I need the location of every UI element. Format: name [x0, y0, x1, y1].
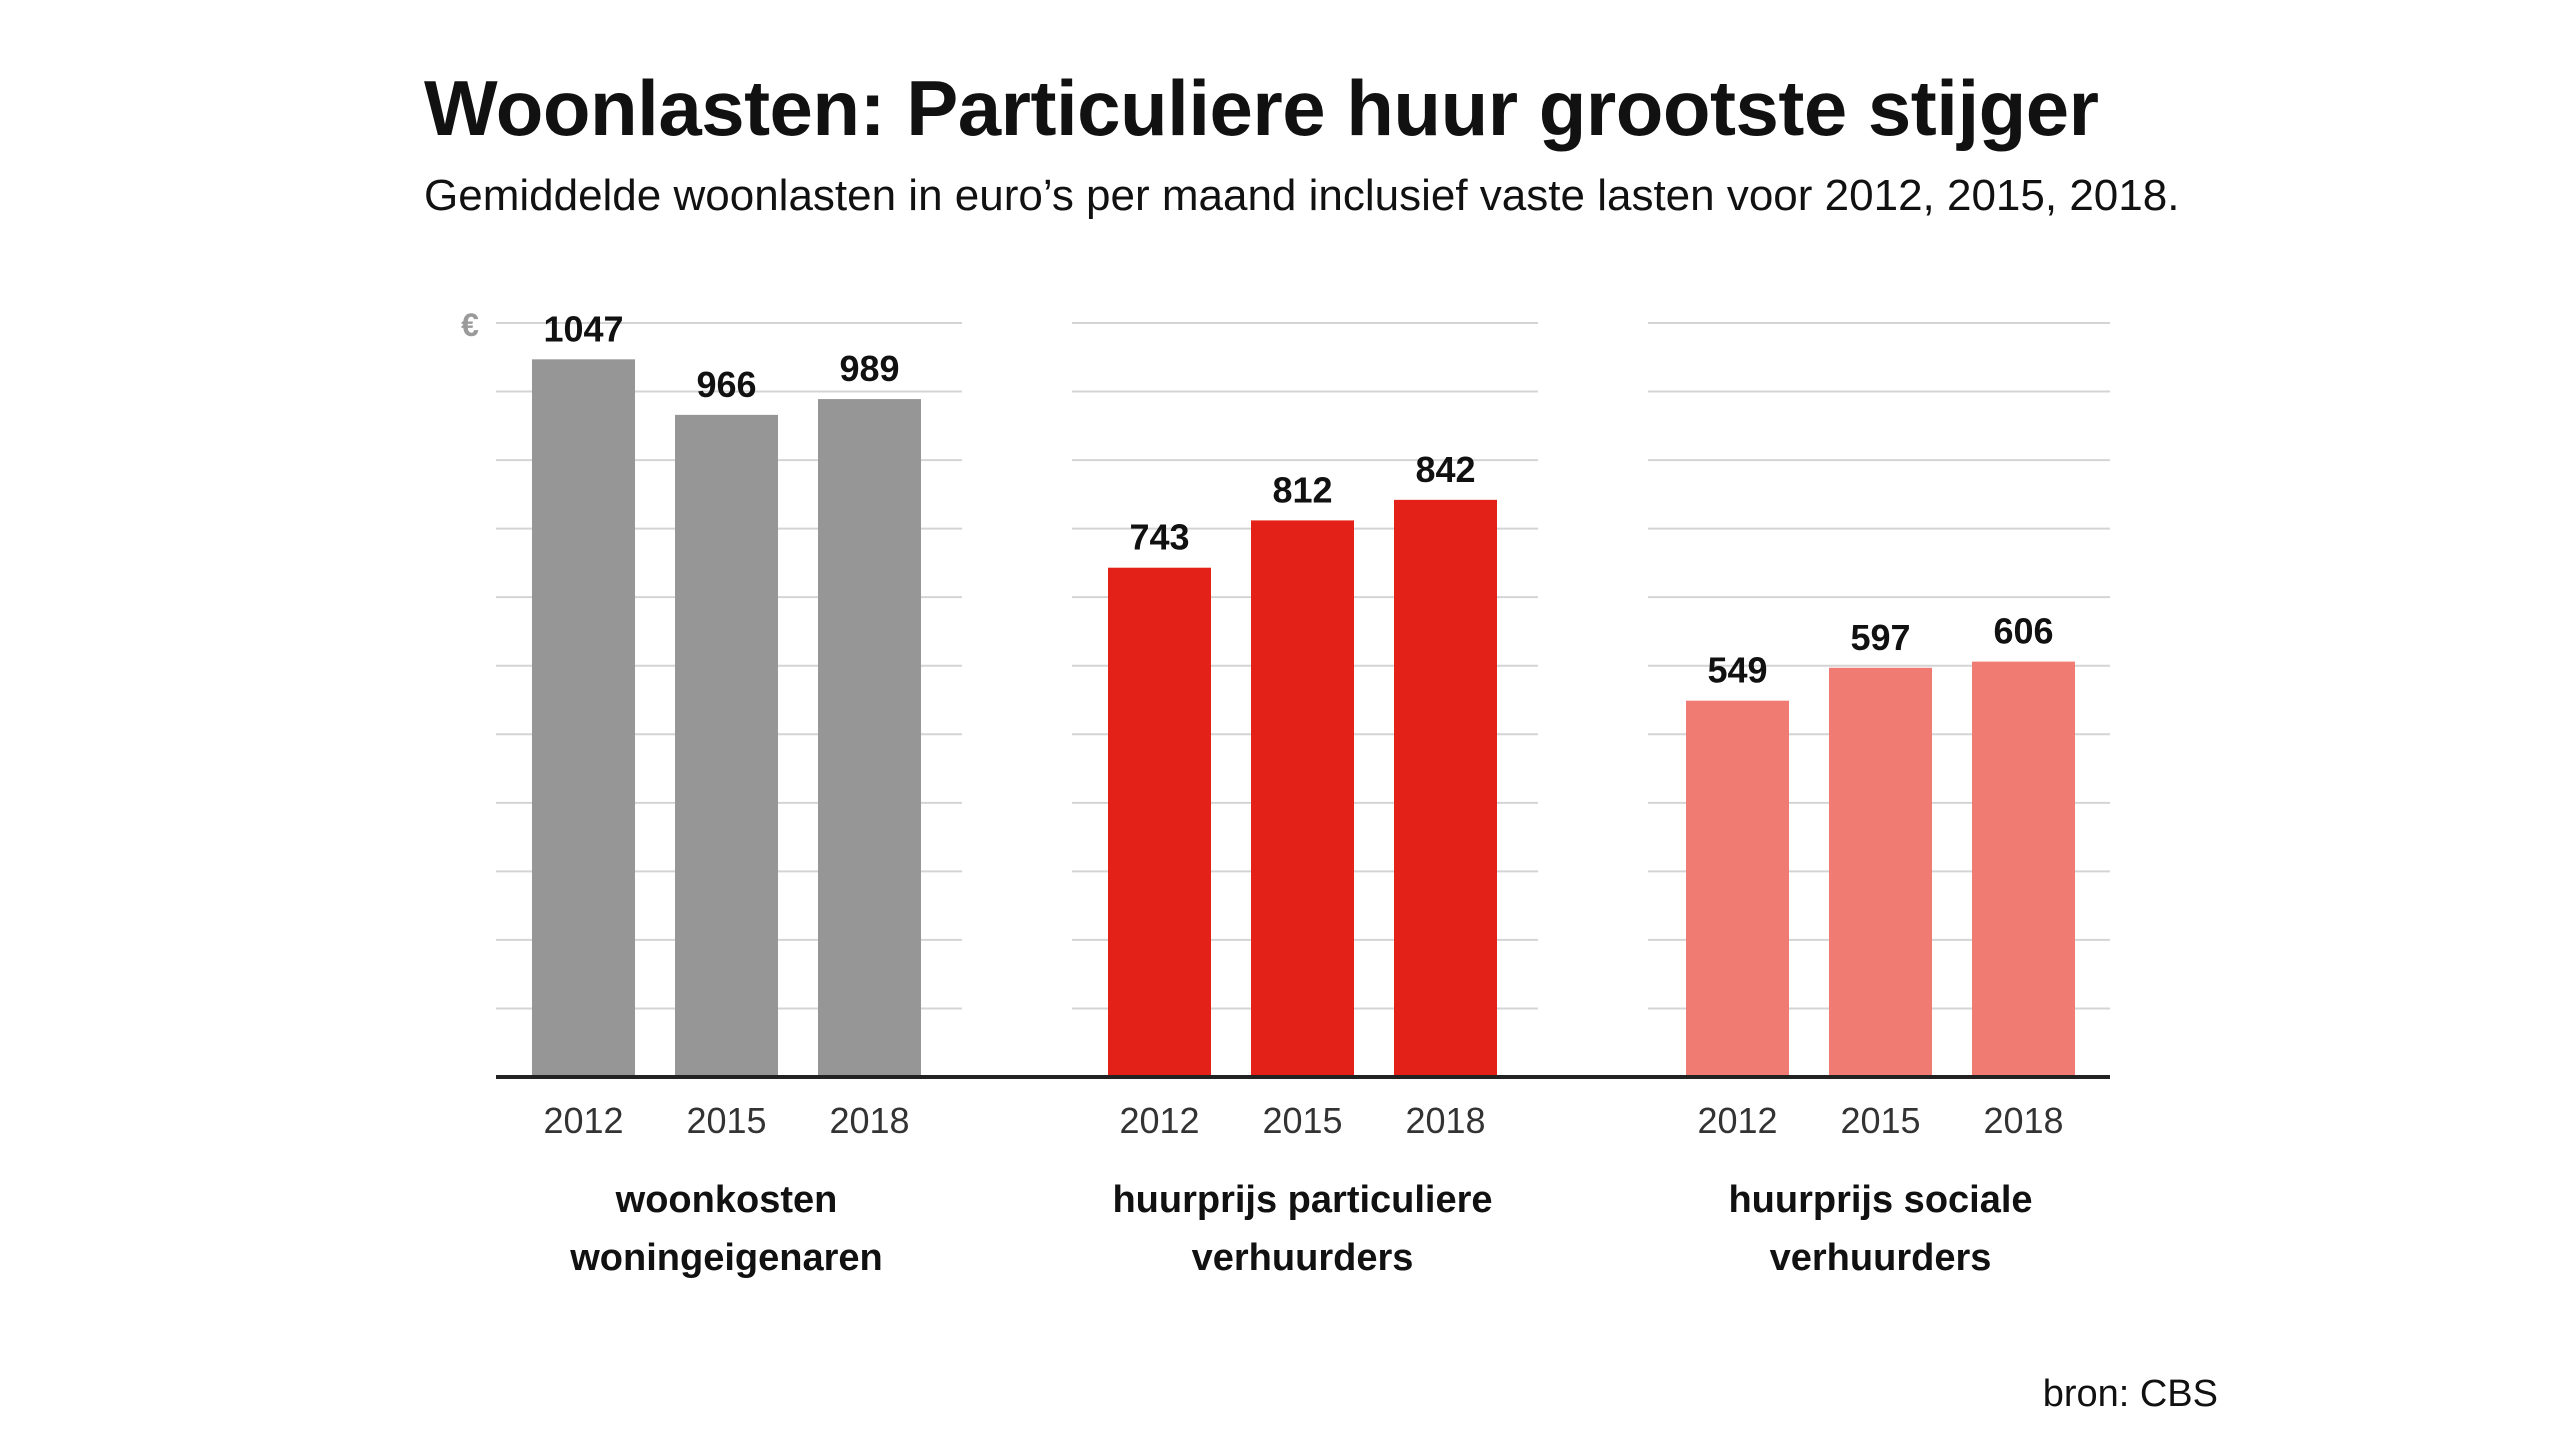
- data-label: 989: [839, 348, 899, 389]
- chart-title: Woonlasten: Particuliere huur grootste s…: [424, 64, 2099, 152]
- bar: [532, 359, 635, 1077]
- x-tick-label: 2018: [829, 1100, 909, 1141]
- bar: [1972, 661, 2075, 1077]
- chart-subtitle: Gemiddelde woonlasten in euro’s per maan…: [424, 171, 2180, 220]
- x-tick-label: 2018: [1983, 1100, 2063, 1141]
- bar: [1108, 567, 1211, 1077]
- x-tick-label: 2012: [543, 1100, 623, 1141]
- bar: [818, 399, 921, 1077]
- data-label: 606: [1993, 611, 2053, 652]
- group-label: woonkosten: [615, 1179, 838, 1221]
- data-label: 1047: [543, 308, 623, 349]
- group-label: huurprijs particuliere: [1112, 1179, 1492, 1221]
- y-unit-label: €: [461, 307, 479, 343]
- x-tick-label: 2015: [1840, 1100, 1920, 1141]
- group-label: huurprijs sociale: [1728, 1179, 2032, 1221]
- data-label: 966: [696, 364, 756, 405]
- x-tick-label: 2015: [1262, 1100, 1342, 1141]
- x-tick-label: 2018: [1405, 1100, 1485, 1141]
- data-label: 842: [1415, 449, 1475, 490]
- bar: [1394, 499, 1497, 1077]
- data-label: 743: [1129, 517, 1189, 558]
- x-tick-label: 2012: [1697, 1100, 1777, 1141]
- bar: [675, 414, 778, 1077]
- x-tick-label: 2015: [686, 1100, 766, 1141]
- group-label: verhuurders: [1770, 1237, 1992, 1279]
- group-label: woningeigenaren: [569, 1237, 882, 1279]
- group-label: verhuurders: [1192, 1237, 1414, 1279]
- bar: [1251, 520, 1354, 1077]
- bar: [1829, 667, 1932, 1077]
- x-tick-label: 2012: [1119, 1100, 1199, 1141]
- data-label: 597: [1850, 617, 1910, 658]
- data-label: 812: [1272, 469, 1332, 510]
- data-label: 549: [1707, 650, 1767, 691]
- source-note: bron: CBS: [2042, 1373, 2218, 1415]
- bar: [1686, 700, 1789, 1077]
